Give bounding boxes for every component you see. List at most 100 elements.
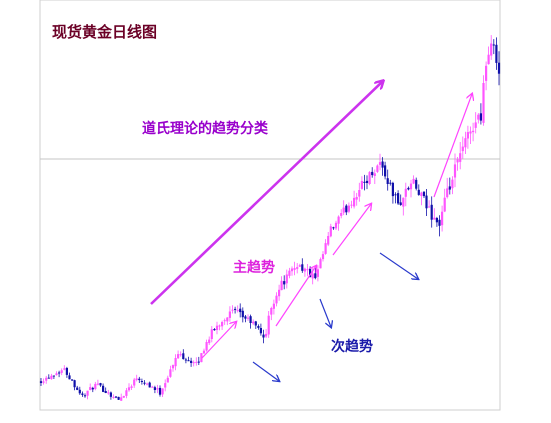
candle-body [73, 380, 76, 388]
candle-body [448, 186, 451, 190]
candle-body [213, 329, 216, 331]
candle-body [482, 83, 485, 123]
candle-body [140, 381, 143, 382]
candle-body [407, 187, 410, 190]
candle-body [202, 350, 206, 354]
candle-body [453, 164, 457, 178]
candle-body [241, 310, 244, 318]
candle-body [135, 378, 138, 380]
primary-arrow-3 [332, 204, 371, 256]
candle-body [378, 162, 382, 165]
candle-body [218, 325, 221, 327]
candle-body [47, 377, 50, 379]
candle-body [433, 217, 436, 220]
candle-body [490, 43, 493, 56]
candle-body [114, 396, 118, 398]
candle-body [239, 308, 242, 313]
candle-body [438, 219, 441, 226]
candle-body [156, 388, 159, 390]
candle-body [195, 361, 198, 363]
candle-body [479, 113, 482, 121]
candle-body [91, 387, 94, 390]
candle-body [272, 303, 275, 309]
candle-body [298, 265, 301, 267]
candle-body [171, 365, 175, 369]
candle-body [174, 358, 177, 367]
candle-body [275, 295, 278, 304]
candle-body [425, 195, 428, 209]
candle-body [130, 386, 133, 388]
candle-body [402, 197, 405, 207]
candle-body [316, 269, 319, 277]
candle-body [270, 308, 273, 315]
candle-body [143, 382, 146, 384]
candle-body [301, 264, 304, 271]
candle-body [363, 181, 366, 183]
candle-body [244, 316, 247, 319]
candle-body [234, 308, 237, 310]
candle-body [459, 153, 462, 162]
candle-body [78, 389, 81, 394]
candle-body [288, 270, 291, 276]
secondary-arrow-1 [252, 361, 279, 381]
candle-body [296, 267, 299, 269]
candle-body [208, 339, 211, 344]
candle-body [190, 360, 193, 363]
candle-body [303, 268, 306, 272]
candle-body [428, 206, 431, 208]
candle-body [412, 178, 415, 184]
candle-body [259, 328, 262, 334]
candle-body [485, 65, 488, 81]
candle-body [430, 204, 433, 220]
candle-body [327, 236, 330, 245]
candle-body [456, 159, 459, 163]
candles-group [39, 35, 501, 401]
candle-body [192, 362, 195, 364]
primary-arrow-2 [275, 266, 316, 327]
candle-body [334, 222, 338, 229]
candle-body [39, 381, 43, 383]
candle-body [371, 171, 374, 176]
candle-body [420, 192, 423, 196]
candle-body [319, 259, 322, 269]
candle-body [435, 218, 438, 223]
candle-body [477, 114, 480, 120]
candle-body [257, 326, 260, 328]
candle-body [81, 393, 84, 395]
candle-body [373, 173, 376, 176]
candle-body [492, 44, 495, 46]
candle-body [353, 197, 356, 207]
candle-body [210, 329, 213, 339]
candle-body [71, 379, 74, 381]
candle-body [45, 377, 48, 381]
candle-body [285, 274, 288, 284]
candle-body [337, 216, 340, 224]
main-trend-arrow [150, 81, 383, 305]
candle-body [151, 386, 154, 388]
candle-body [187, 360, 190, 362]
candle-body [161, 388, 164, 395]
candle-body [342, 207, 345, 213]
candle-body [246, 317, 250, 319]
primary-arrow-1 [201, 322, 236, 359]
candle-body [290, 268, 294, 272]
candle-body [58, 372, 61, 374]
candle-body [109, 392, 112, 397]
candle-body [311, 273, 314, 279]
candle-body [461, 146, 464, 152]
candle-body [345, 205, 348, 213]
candle-body [324, 243, 327, 254]
candle-body [365, 180, 369, 183]
candle-body [89, 387, 92, 390]
secondary-trend-label: 次趋势 [331, 338, 373, 355]
candle-body [474, 122, 477, 128]
candle-body [381, 161, 384, 168]
candle-body [125, 390, 128, 396]
candle-body [355, 197, 358, 200]
candle-body [252, 321, 255, 324]
candle-body [96, 383, 99, 385]
candle-body [329, 226, 332, 237]
candle-body [397, 193, 400, 204]
candle-body [464, 138, 467, 148]
